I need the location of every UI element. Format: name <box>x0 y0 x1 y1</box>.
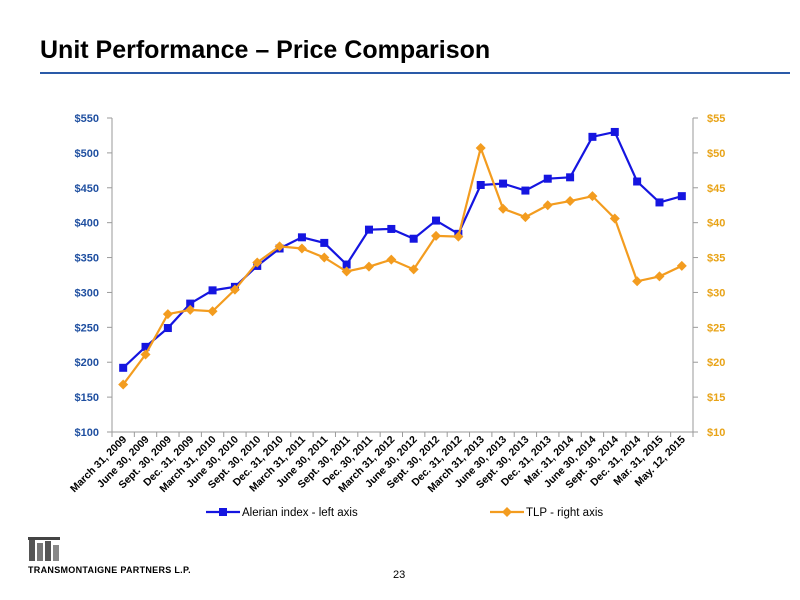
alerian-data-point <box>432 216 441 225</box>
left-axis-tick-label: $200 <box>75 357 99 369</box>
alerian-data-point <box>476 180 485 189</box>
page-number: 23 <box>393 569 406 581</box>
alerian-data-point <box>499 179 508 188</box>
left-axis-tick-label: $150 <box>75 392 99 404</box>
company-logo <box>28 537 60 561</box>
alerian-data-point <box>409 234 418 243</box>
left-axis-tick-label: $300 <box>75 287 99 299</box>
tlp-data-point <box>408 264 419 275</box>
right-axis-tick-label: $10 <box>707 427 725 439</box>
alerian-data-point <box>141 342 150 351</box>
tlp-data-point <box>162 309 173 320</box>
page-title: Unit Performance – Price Comparison <box>40 36 491 64</box>
left-axis-tick-label: $250 <box>75 322 99 334</box>
company-name: TRANSMONTAIGNE PARTNERS L.P. <box>28 565 191 575</box>
tlp-data-point <box>140 349 151 360</box>
alerian-data-point <box>297 233 306 242</box>
tlp-data-point <box>520 212 531 223</box>
tlp-data-point <box>453 231 464 242</box>
legend-alerian-marker <box>219 508 227 516</box>
alerian-data-point <box>521 186 530 195</box>
tlp-data-point <box>319 252 330 263</box>
tlp-data-point <box>363 261 374 272</box>
tlp-data-point <box>274 241 285 252</box>
alerian-data-point <box>320 238 329 247</box>
alerian-data-point <box>566 173 575 182</box>
tlp-data-point <box>252 257 263 268</box>
right-axis-tick-label: $50 <box>707 148 725 160</box>
alerian-data-point <box>387 224 396 233</box>
alerian-data-point <box>208 286 217 295</box>
tlp-data-point <box>609 213 620 224</box>
tlp-data-point <box>475 143 486 154</box>
tlp-data-point <box>431 230 442 241</box>
alerian-data-point <box>364 225 373 234</box>
alerian-data-point <box>633 177 642 186</box>
left-axis-tick-label: $350 <box>75 253 99 265</box>
tlp-data-point <box>632 276 643 287</box>
left-axis-tick-label: $550 <box>75 113 99 125</box>
tlp-data-point <box>676 260 687 271</box>
right-axis-tick-label: $25 <box>707 322 725 334</box>
alerian-data-point <box>186 299 195 308</box>
tlp-data-point <box>207 306 218 317</box>
alerian-data-point <box>588 132 597 141</box>
left-axis-tick-label: $450 <box>75 183 99 195</box>
right-axis-tick-label: $30 <box>707 287 725 299</box>
alerian-series-line <box>122 130 683 369</box>
alerian-data-point <box>342 260 351 269</box>
alerian-data-point <box>677 192 686 201</box>
tlp-series-line <box>122 144 683 386</box>
right-axis-tick-label: $20 <box>707 357 725 369</box>
title-underline <box>40 72 790 74</box>
tlp-data-point <box>296 243 307 254</box>
left-axis-tick-label: $400 <box>75 218 99 230</box>
tlp-data-point <box>386 254 397 265</box>
tlp-data-point <box>185 304 196 315</box>
tlp-data-point <box>587 191 598 202</box>
tlp-data-point <box>229 284 240 295</box>
left-axis-tick-label: $100 <box>75 427 99 439</box>
right-axis-tick-label: $15 <box>707 392 725 404</box>
tlp-data-point <box>498 203 509 214</box>
right-axis-tick-label: $40 <box>707 218 725 230</box>
right-axis-tick-label: $35 <box>707 253 725 265</box>
right-axis-tick-label: $55 <box>707 113 725 125</box>
legend-alerian-label: Alerian index - left axis <box>242 507 358 519</box>
alerian-data-point <box>610 127 619 136</box>
alerian-data-point <box>119 363 128 372</box>
tlp-data-point <box>542 200 553 211</box>
alerian-data-point <box>543 174 552 183</box>
tlp-data-point <box>118 379 129 390</box>
alerian-data-point <box>655 198 664 207</box>
legend-tlp-marker <box>502 507 512 517</box>
right-axis-tick-label: $45 <box>707 183 725 195</box>
tlp-data-point <box>341 266 352 277</box>
price-comparison-chart: $100 $150 $200 $250 $300 $350 $400 $450 $500 $550… <box>68 113 725 519</box>
tlp-data-point <box>565 196 576 207</box>
tlp-data-point <box>654 271 665 282</box>
alerian-data-point <box>163 324 172 333</box>
left-axis-tick-label: $500 <box>75 148 99 160</box>
legend-tlp-label: TLP - right axis <box>526 507 603 519</box>
